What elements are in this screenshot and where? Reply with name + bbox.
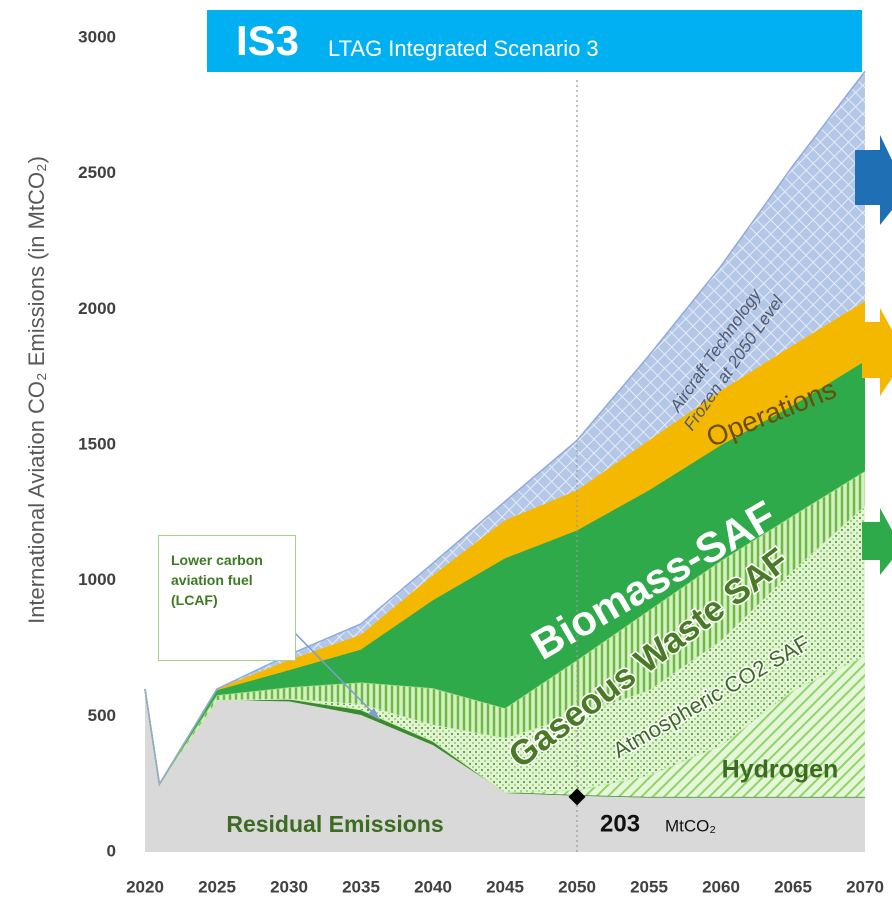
annotation-point xyxy=(568,788,586,806)
area xyxy=(145,361,865,785)
y-tick-label: 1500 xyxy=(78,434,116,453)
lcaf-label: Lower carbon aviation fuel (LCAF) xyxy=(158,535,296,661)
y-tick-label: 1000 xyxy=(78,570,116,589)
annotation-arrowhead xyxy=(368,708,380,720)
series-label: Residual Emissions xyxy=(226,811,443,837)
x-tick-label: 2045 xyxy=(486,877,524,896)
y-tick-label: 0 xyxy=(107,841,116,860)
x-tick-label: 2055 xyxy=(630,877,668,896)
arrow-yellow xyxy=(862,308,892,396)
annotation-value: 203 xyxy=(600,810,640,837)
annotation-unit: MtCO₂ xyxy=(665,816,716,835)
annotation-arrow xyxy=(291,629,377,717)
x-tick-label: 2040 xyxy=(414,877,452,896)
y-tick-label: 500 xyxy=(88,706,116,725)
area xyxy=(145,505,865,793)
arrow-blue xyxy=(855,135,892,225)
area xyxy=(145,471,865,785)
y-tick-label: 2500 xyxy=(78,163,116,182)
x-tick-label: 2050 xyxy=(558,877,596,896)
areas xyxy=(144,70,866,852)
y-tick-label: 3000 xyxy=(78,27,116,46)
x-tick-label: 2030 xyxy=(270,877,308,896)
area xyxy=(145,655,865,797)
arrow-green xyxy=(862,508,892,575)
x-tick-label: 2070 xyxy=(846,877,884,896)
chart-subtitle: LTAG Integrated Scenario 3 xyxy=(328,36,599,61)
title-banner xyxy=(207,10,862,72)
area xyxy=(145,301,865,785)
area-edge xyxy=(144,70,866,787)
area xyxy=(145,689,865,852)
x-tick-label: 2020 xyxy=(126,877,164,896)
x-tick-label: 2025 xyxy=(198,877,236,896)
x-tick-label: 2060 xyxy=(702,877,740,896)
x-tick-label: 2065 xyxy=(774,877,812,896)
chart-title: IS3 xyxy=(236,17,299,64)
series-label: Hydrogen xyxy=(722,756,839,784)
y-axis-label: International Aviation CO₂ Emissions (in… xyxy=(24,156,49,624)
x-tick-label: 2035 xyxy=(342,877,380,896)
y-tick-label: 2000 xyxy=(78,299,116,318)
